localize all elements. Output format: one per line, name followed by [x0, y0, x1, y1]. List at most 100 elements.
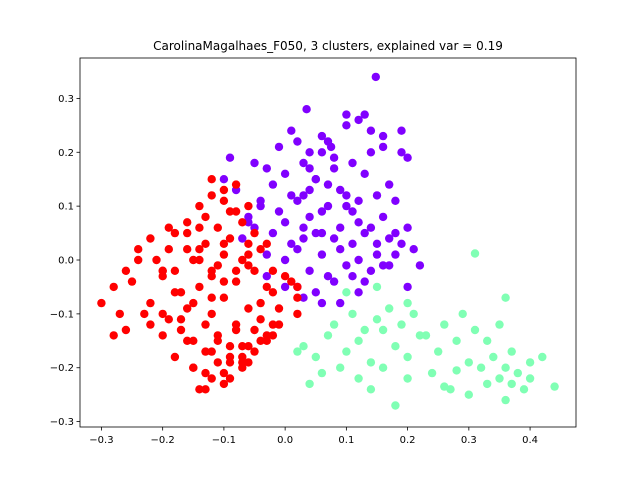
data-point: [134, 255, 143, 265]
data-point: [238, 358, 247, 367]
data-point: [366, 266, 376, 275]
data-point: [434, 347, 443, 356]
data-point: [336, 185, 345, 195]
data-point: [268, 266, 278, 275]
data-point: [342, 347, 351, 356]
data-point: [385, 234, 394, 243]
data-point: [372, 250, 382, 259]
y-axis: −0.3 −0.2 −0.1 0.0 0.1 0.2 0.3: [50, 94, 80, 428]
data-point: [170, 266, 180, 275]
x-tick-label: −0.3: [89, 435, 113, 446]
data-point: [115, 309, 125, 319]
x-tick-label: 0.1: [338, 435, 354, 446]
data-point: [134, 245, 143, 254]
data-point: [336, 245, 345, 254]
data-point: [323, 180, 333, 189]
data-point: [183, 304, 192, 313]
data-point: [329, 277, 339, 286]
data-point: [464, 358, 473, 367]
data-point: [385, 261, 394, 270]
data-point: [391, 250, 400, 259]
data-point: [403, 298, 412, 308]
data-point: [538, 352, 547, 362]
data-point: [244, 358, 253, 367]
data-point: [195, 385, 204, 394]
data-point: [207, 266, 216, 275]
data-point: [348, 207, 357, 216]
data-point: [354, 336, 363, 345]
data-point: [311, 175, 320, 184]
data-point: [201, 385, 210, 394]
data-point: [201, 368, 210, 378]
data-point: [293, 347, 302, 356]
data-point: [372, 282, 382, 292]
data-point: [146, 234, 155, 243]
data-point: [176, 288, 186, 297]
data-point: [427, 368, 437, 378]
data-point: [293, 196, 302, 205]
data-point: [323, 137, 333, 146]
data-point: [342, 121, 351, 130]
data-point: [305, 212, 314, 222]
data-point: [201, 212, 210, 222]
data-point: [262, 239, 271, 248]
data-point: [519, 385, 529, 394]
data-point: [317, 298, 327, 308]
data-point: [213, 223, 222, 232]
data-point: [415, 261, 425, 270]
data-point: [293, 137, 302, 146]
chart-title: CarolinaMagalhaes_F050, 3 clusters, expl…: [153, 39, 503, 53]
data-point: [256, 315, 265, 324]
data-point: [164, 245, 173, 254]
data-point: [409, 245, 418, 254]
data-point: [397, 148, 406, 157]
data-point: [483, 336, 492, 345]
data-point: [323, 272, 333, 281]
data-point: [372, 315, 382, 324]
data-point: [464, 390, 473, 399]
data-point: [268, 331, 278, 340]
data-point: [244, 261, 253, 270]
data-point: [378, 261, 388, 270]
data-point: [195, 245, 204, 254]
data-point: [250, 266, 259, 275]
data-point: [170, 228, 180, 238]
data-point: [305, 185, 314, 195]
data-point: [336, 298, 345, 308]
y-tick-label: 0.3: [58, 94, 74, 105]
data-point: [317, 131, 327, 141]
data-point: [299, 158, 308, 168]
data-point: [244, 342, 253, 351]
data-point: [207, 374, 216, 383]
data-point: [311, 352, 320, 362]
data-point: [507, 379, 516, 389]
data-point: [213, 261, 222, 270]
data-point: [311, 288, 320, 297]
data-point: [323, 201, 333, 211]
data-point: [274, 207, 284, 216]
data-point: [440, 320, 449, 329]
data-point: [176, 315, 186, 324]
data-point: [225, 374, 235, 383]
data-point: [372, 191, 382, 200]
data-point: [268, 320, 278, 329]
data-point: [305, 266, 314, 275]
data-point: [225, 342, 235, 351]
data-point: [501, 363, 510, 372]
data-point: [397, 320, 406, 329]
data-point: [336, 363, 345, 372]
data-point: [372, 239, 382, 248]
data-point: [354, 374, 363, 383]
data-point: [317, 368, 327, 378]
data-point: [299, 234, 308, 243]
data-point: [360, 169, 369, 178]
data-point: [176, 325, 186, 335]
data-point: [403, 153, 412, 162]
data-point: [391, 401, 400, 410]
data-point: [238, 234, 247, 243]
data-point: [360, 110, 369, 119]
data-point: [225, 358, 235, 367]
data-point: [391, 342, 400, 351]
data-point: [391, 196, 400, 205]
